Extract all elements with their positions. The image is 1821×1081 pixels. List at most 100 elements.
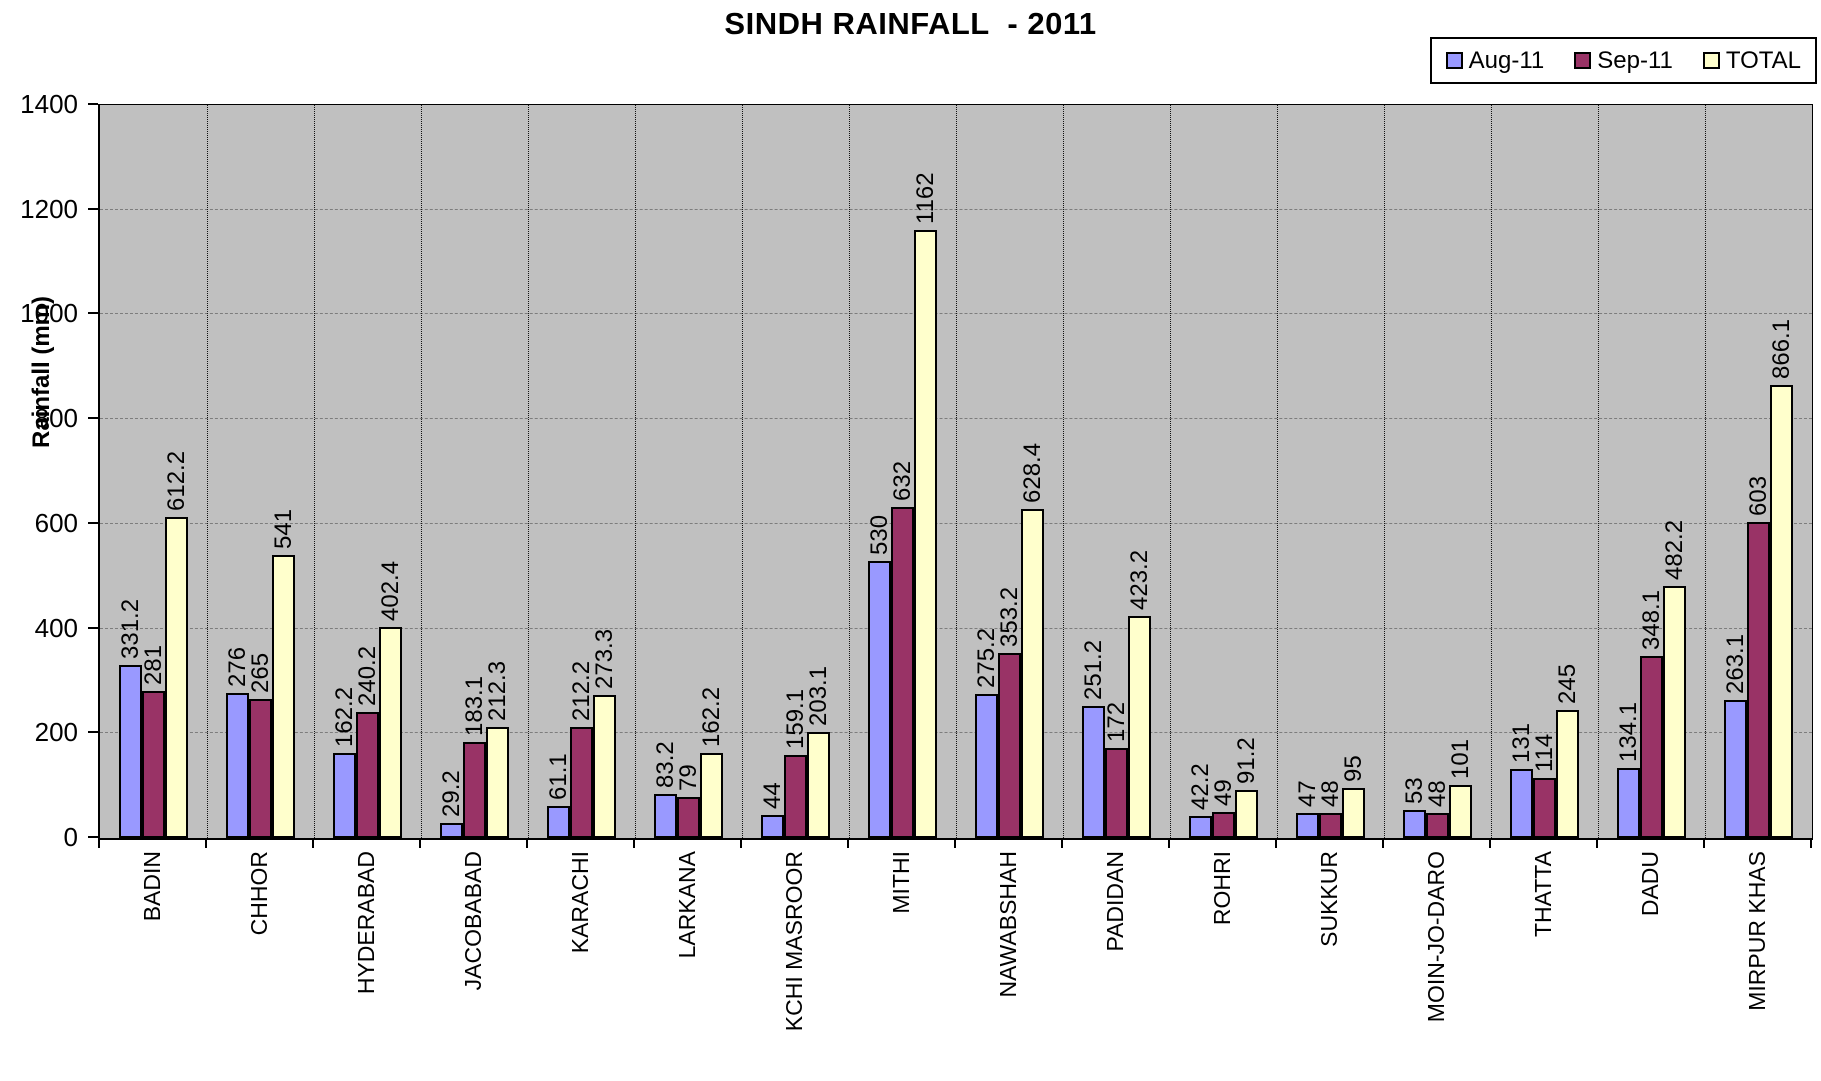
- gridline-vertical: [207, 105, 208, 838]
- bar-total: [486, 727, 509, 838]
- bar-sep-11: [1747, 522, 1770, 838]
- bar-value-label: 48: [1316, 780, 1344, 807]
- bar-value-label: 101: [1446, 738, 1474, 779]
- y-tick-label: 1000: [20, 298, 78, 329]
- x-category-label: THATTA: [1529, 851, 1556, 938]
- bar-value-label: 183.1: [460, 675, 488, 736]
- x-tick-mark: [312, 839, 314, 848]
- gridline-vertical: [956, 105, 957, 838]
- bar-value-label: 79: [674, 764, 702, 791]
- bar-value-label: 402.4: [376, 560, 404, 621]
- bar-sep-11: [142, 691, 165, 838]
- y-tick-mark: [88, 731, 98, 734]
- gridline-vertical: [314, 105, 315, 838]
- x-tick-mark: [633, 839, 635, 848]
- bar-value-label: 162.2: [330, 686, 358, 747]
- y-tick-mark: [88, 312, 98, 315]
- bar-sep-11: [570, 727, 593, 838]
- bar-aug-11: [654, 794, 677, 838]
- x-tick-mark: [1275, 839, 1277, 848]
- bar-aug-11: [547, 806, 570, 838]
- bar-value-label: 281: [139, 644, 167, 685]
- chart-title: SINDH RAINFALL - 2011: [724, 6, 1097, 41]
- bar-sep-11: [463, 742, 486, 838]
- bar-total: [272, 555, 295, 838]
- bar-value-label: 541: [269, 508, 297, 549]
- gridline-vertical: [635, 105, 636, 838]
- legend-label: Sep-11: [1597, 46, 1673, 74]
- bar-value-label: 251.2: [1079, 639, 1107, 700]
- y-tick-mark: [88, 417, 98, 420]
- bar-value-label: 159.1: [781, 688, 809, 749]
- y-tick-mark: [88, 103, 98, 105]
- bar-value-label: 162.2: [697, 686, 725, 747]
- bar-value-label: 29.2: [437, 770, 465, 817]
- bar-total: [1128, 616, 1151, 838]
- y-tick-mark: [88, 521, 98, 524]
- bar-aug-11: [761, 815, 784, 838]
- bar-sep-11: [1426, 813, 1449, 838]
- legend-label: TOTAL: [1725, 46, 1801, 74]
- legend-swatch-icon: [1445, 52, 1463, 69]
- bar-total: [1556, 710, 1579, 838]
- bar-value-label: 612.2: [162, 450, 190, 511]
- bar-total: [379, 627, 402, 838]
- bar-aug-11: [1724, 700, 1747, 838]
- y-tick-label: 200: [34, 717, 78, 748]
- x-category-label: LARKANA: [673, 851, 700, 959]
- x-tick-mark: [1382, 839, 1384, 848]
- bar-value-label: 353.2: [995, 586, 1023, 647]
- x-tick-mark: [1703, 839, 1705, 848]
- bar-value-label: 83.2: [651, 741, 679, 788]
- x-tick-mark: [1810, 839, 1812, 848]
- bar-value-label: 48: [1423, 780, 1451, 807]
- bar-total: [807, 732, 830, 838]
- x-category-label: ROHRI: [1208, 851, 1235, 926]
- bar-total: [1235, 790, 1258, 838]
- gridline-vertical: [1491, 105, 1492, 838]
- bar-value-label: 482.2: [1660, 519, 1688, 580]
- bar-value-label: 263.1: [1721, 633, 1749, 694]
- bar-value-label: 203.1: [804, 665, 832, 726]
- gridline-vertical: [742, 105, 743, 838]
- y-tick-label: 1400: [20, 89, 78, 119]
- x-category-label: BADIN: [138, 851, 165, 922]
- bar-sep-11: [1319, 813, 1342, 838]
- bar-sep-11: [677, 797, 700, 838]
- bar-value-label: 276: [223, 646, 251, 687]
- bar-value-label: 632: [888, 460, 916, 501]
- bar-value-label: 91.2: [1232, 737, 1260, 784]
- x-tick-mark: [954, 839, 956, 848]
- x-tick-mark: [740, 839, 742, 848]
- x-category-label: HYDERABAD: [352, 851, 379, 995]
- bar-aug-11: [1296, 813, 1319, 838]
- bar-sep-11: [249, 699, 272, 838]
- x-category-label: DADU: [1636, 851, 1663, 917]
- bar-aug-11: [1082, 706, 1105, 838]
- bar-sep-11: [1212, 812, 1235, 838]
- bar-aug-11: [1189, 816, 1212, 838]
- bar-value-label: 212.2: [567, 660, 595, 721]
- bar-value-label: 866.1: [1767, 318, 1795, 379]
- x-category-label: PADIDAN: [1101, 851, 1128, 952]
- bar-total: [1449, 785, 1472, 838]
- y-tick-label: 400: [34, 612, 78, 643]
- bar-value-label: 348.1: [1637, 589, 1665, 650]
- x-tick-mark: [205, 839, 207, 848]
- plot-area: 331.2 281 612.2 276 265 541 162.2 240.2 402.4 29.…: [98, 104, 1813, 840]
- bar-aug-11: [975, 694, 998, 838]
- x-tick-mark: [1596, 839, 1598, 848]
- gridline-vertical: [528, 105, 529, 838]
- bar-total: [914, 230, 937, 838]
- x-category-label: SUKKUR: [1315, 851, 1342, 947]
- bar-total: [1021, 509, 1044, 838]
- bar-value-label: 240.2: [353, 645, 381, 706]
- bar-value-label: 245: [1553, 663, 1581, 704]
- bar-sep-11: [891, 507, 914, 838]
- bar-value-label: 530: [865, 514, 893, 555]
- bar-sep-11: [784, 755, 807, 838]
- bar-total: [1342, 788, 1365, 838]
- x-category-label: NAWABSHAH: [994, 851, 1021, 998]
- x-category-label: JACOBABAD: [459, 851, 486, 991]
- y-tick-label: 600: [34, 507, 78, 538]
